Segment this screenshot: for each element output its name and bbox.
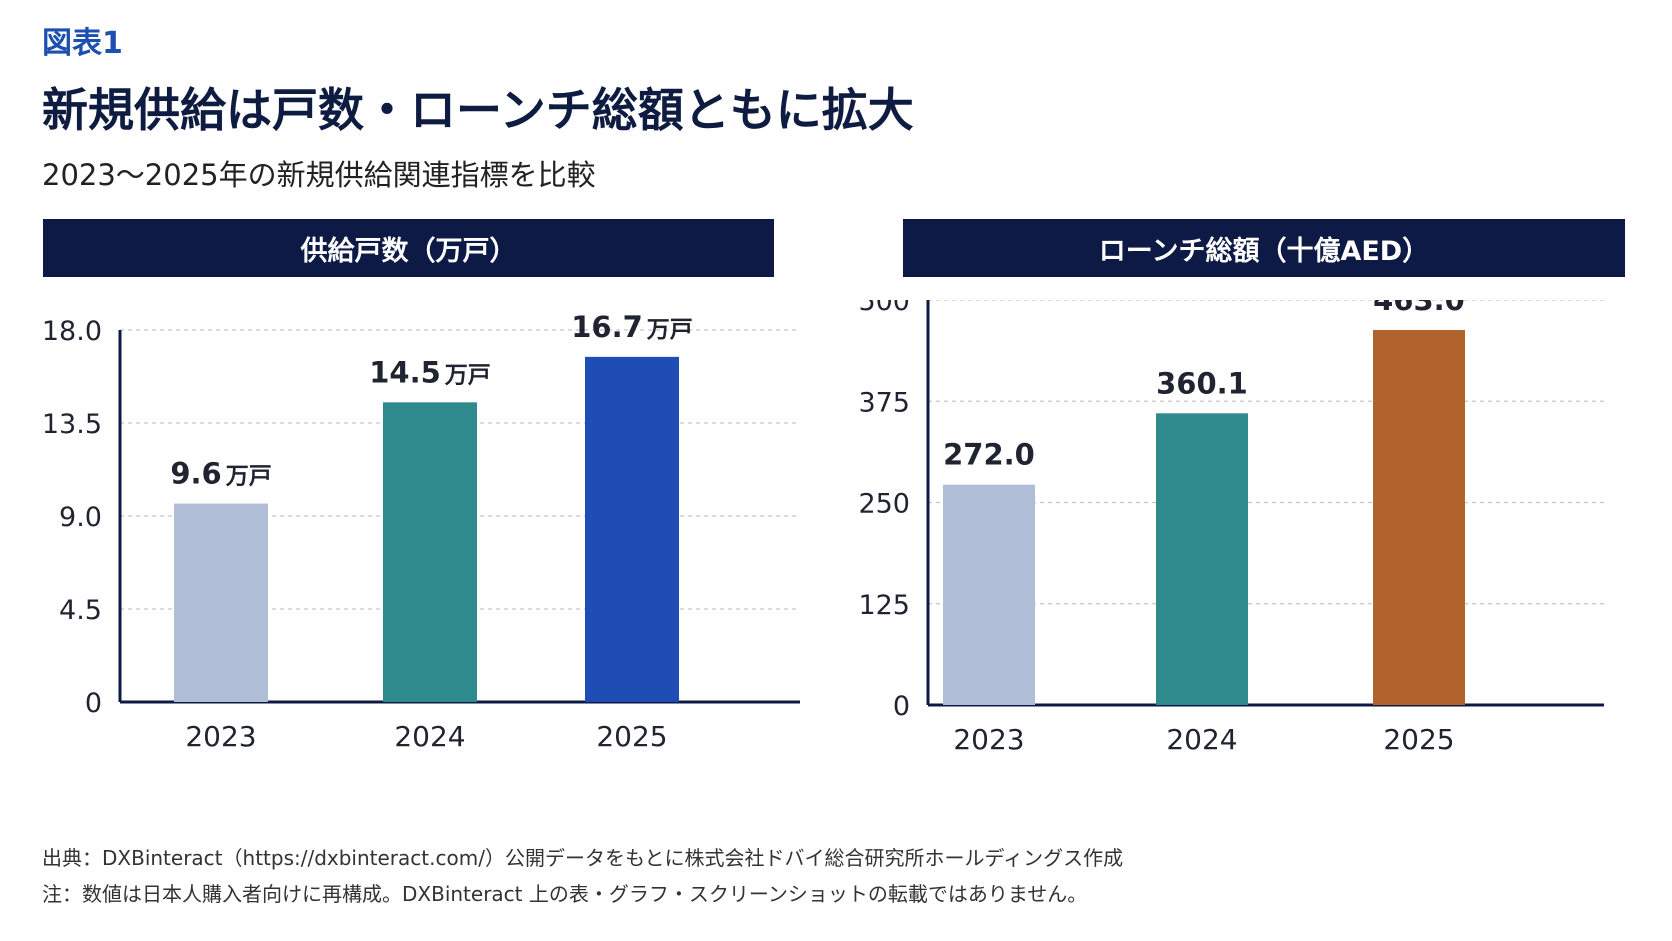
- launch-value-chart: 0 125 250 375 500 272.0 2023 360.1 2024 463.0 2025: [840, 283, 1672, 820]
- chart-svg: 0 125 250 375 500 272.0 2023 360.1 2024 463.0 2025: [858, 283, 1604, 756]
- y-tick-label: 250: [858, 489, 910, 520]
- data-label: 463.0: [1373, 300, 1465, 317]
- bar-2024: [383, 402, 477, 702]
- page-title: 新規供給は戸数・ローンチ総額ともに拡大: [42, 83, 914, 137]
- y-tick-label: 18.0: [42, 316, 102, 347]
- data-label: 16.7 万戸: [571, 310, 693, 344]
- chart-title-launch-value: ローンチ総額（十億AED）: [903, 219, 1625, 277]
- chart-svg: 0 4.5 9.0 13.5 18.0 9.6 万戸 2023 14.5 万戸 2024 16.7 万戸…: [42, 310, 840, 753]
- bar-2025: [1373, 329, 1465, 705]
- x-tick-label: 2025: [1383, 723, 1454, 756]
- bar-2025: [585, 356, 679, 702]
- y-tick-label: 375: [858, 387, 910, 418]
- y-tick-label: 500: [858, 300, 910, 317]
- figure-label: 図表1: [42, 26, 123, 61]
- bar-2024: [1156, 413, 1248, 705]
- supply-units-chart: 0 4.5 9.0 13.5 18.0 9.6 万戸 2023 14.5 万戸 2024 16.7 万戸…: [0, 300, 840, 820]
- x-tick-label: 2024: [1166, 723, 1237, 756]
- x-tick-label: 2024: [394, 720, 465, 753]
- y-tick-label: 13.5: [42, 409, 102, 440]
- bar-2023: [174, 503, 268, 702]
- disclaimer-note: 注：数値は日本人購入者向けに再構成。DXBinteract 上の表・グラフ・スク…: [42, 882, 1088, 906]
- data-label: 360.1: [1156, 366, 1248, 400]
- x-tick-label: 2023: [953, 723, 1024, 756]
- x-tick-label: 2025: [596, 720, 667, 753]
- y-tick-label: 125: [858, 590, 910, 621]
- chart-title-supply-units: 供給戸数（万戸）: [43, 219, 774, 277]
- x-tick-label: 2023: [185, 720, 256, 753]
- bar-2023: [943, 484, 1035, 705]
- y-tick-label: 0: [85, 688, 102, 719]
- data-label: 9.6 万戸: [170, 457, 271, 491]
- y-tick-label: 4.5: [59, 595, 102, 626]
- data-label: 272.0: [943, 438, 1035, 472]
- y-tick-label: 9.0: [59, 502, 102, 533]
- source-note: 出典：DXBinteract（https://dxbinteract.com/）…: [42, 846, 1124, 870]
- y-tick-label: 0: [893, 691, 910, 722]
- data-label: 14.5 万戸: [369, 355, 491, 389]
- page-subtitle: 2023〜2025年の新規供給関連指標を比較: [42, 158, 596, 192]
